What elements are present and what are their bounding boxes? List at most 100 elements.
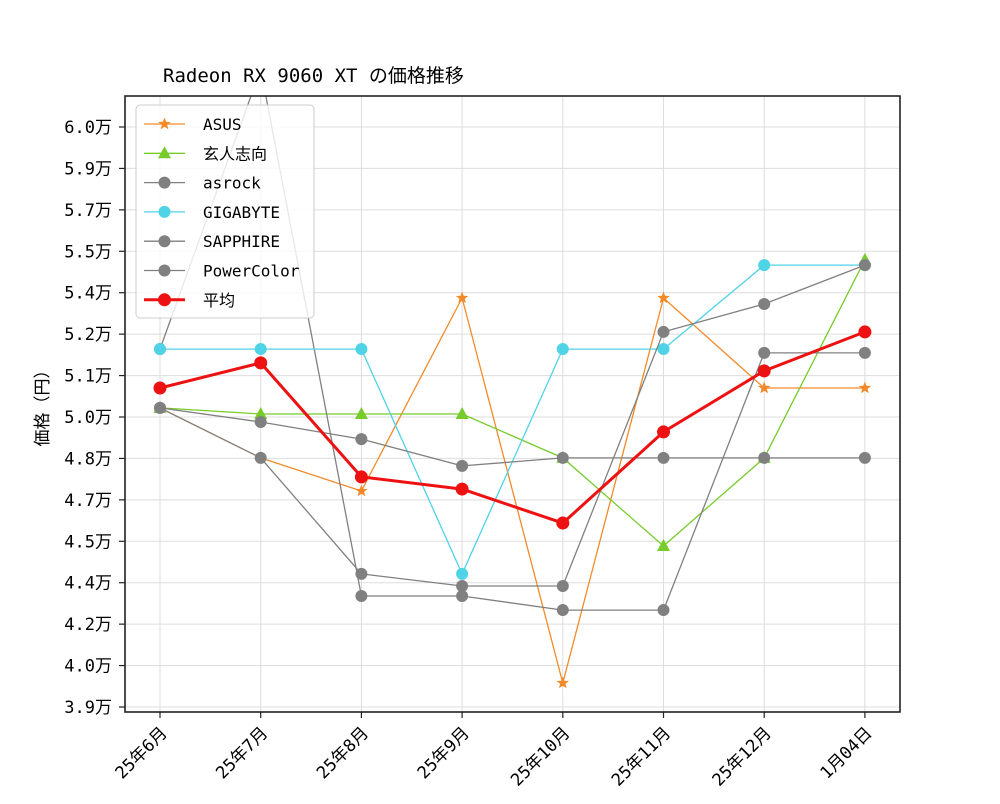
circle-marker-icon bbox=[456, 589, 469, 602]
circle-marker-icon bbox=[254, 451, 267, 464]
x-tick-label: 25年9月 bbox=[414, 723, 474, 783]
y-axis: 3.9万 4.0万 4.2万 4.4万 4.5万 4.7万 4.8万 5.0万 5.1万 5.2万… bbox=[64, 118, 125, 718]
circle-marker-icon bbox=[354, 470, 368, 484]
x-tick-label: 25年10月 bbox=[507, 723, 574, 790]
data-series bbox=[153, 96, 872, 689]
circle-marker-icon bbox=[858, 451, 871, 464]
series-line bbox=[159, 330, 866, 525]
y-tick-label: 4.8万 bbox=[64, 449, 112, 469]
star-marker-icon bbox=[858, 381, 872, 394]
circle-marker-icon bbox=[556, 343, 569, 356]
series-line bbox=[159, 259, 866, 547]
y-tick-label: 4.4万 bbox=[64, 574, 112, 594]
y-tick-label: 5.0万 bbox=[64, 408, 112, 428]
y-axis-label: 価格（円） bbox=[33, 362, 53, 447]
circle-marker-icon bbox=[657, 325, 670, 338]
circle-marker-icon bbox=[158, 264, 171, 277]
y-tick-label: 3.9万 bbox=[64, 698, 112, 718]
circle-marker-icon bbox=[657, 604, 670, 617]
circle-marker-icon bbox=[758, 346, 771, 359]
x-tick-label: 1月04日 bbox=[817, 723, 877, 783]
legend-item: 平均 bbox=[144, 291, 235, 310]
legend-item: 玄人志向 bbox=[144, 144, 267, 163]
legend-label: SAPPHIRE bbox=[203, 232, 280, 251]
circle-marker-icon bbox=[158, 176, 171, 189]
series-5 bbox=[154, 259, 871, 593]
y-tick-label: 5.9万 bbox=[64, 159, 112, 179]
x-tick-label: 25年7月 bbox=[212, 723, 272, 783]
legend-item: GIGABYTE bbox=[144, 203, 280, 222]
x-tick-label: 25年6月 bbox=[112, 723, 172, 783]
circle-marker-icon bbox=[154, 343, 166, 356]
y-tick-label: 4.5万 bbox=[64, 532, 112, 552]
y-tick-label: 5.1万 bbox=[64, 367, 112, 387]
circle-marker-icon bbox=[556, 451, 569, 464]
star-marker-icon bbox=[355, 484, 368, 497]
circle-marker-icon bbox=[858, 325, 872, 339]
x-tick-label: 25年11月 bbox=[608, 723, 675, 790]
circle-marker-icon bbox=[456, 580, 469, 593]
star-marker-icon bbox=[758, 381, 771, 394]
y-tick-label: 4.7万 bbox=[64, 491, 112, 511]
star-marker-icon bbox=[455, 291, 469, 304]
triangle-marker-icon bbox=[158, 146, 171, 159]
circle-marker-icon bbox=[455, 482, 469, 496]
circle-marker-icon bbox=[456, 567, 469, 580]
series-6 bbox=[153, 325, 872, 530]
circle-marker-icon bbox=[254, 343, 267, 356]
y-tick-label: 5.5万 bbox=[64, 242, 112, 262]
circle-marker-icon bbox=[657, 425, 670, 439]
triangle-marker-icon bbox=[254, 406, 268, 419]
legend-label: PowerColor bbox=[203, 262, 300, 281]
legend-item: SAPPHIRE bbox=[144, 232, 280, 251]
series-line bbox=[159, 407, 865, 467]
circle-marker-icon bbox=[556, 580, 569, 593]
triangle-marker-icon bbox=[354, 406, 368, 419]
circle-marker-icon bbox=[158, 205, 171, 218]
legend-box bbox=[135, 104, 315, 319]
circle-marker-icon bbox=[254, 415, 267, 428]
y-tick-label: 5.2万 bbox=[64, 325, 112, 345]
legend-label: 玄人志向 bbox=[203, 144, 267, 163]
x-axis: 25年6月 25年7月 25年8月 25年9月 25年10月 25年11月 25年12月 1月… bbox=[112, 712, 877, 791]
circle-marker-icon bbox=[158, 235, 171, 248]
circle-marker-icon bbox=[153, 381, 167, 395]
star-marker-icon bbox=[158, 117, 171, 130]
triangle-marker-icon bbox=[657, 538, 670, 551]
circle-marker-icon bbox=[657, 451, 670, 464]
triangle-marker-icon bbox=[455, 406, 469, 419]
legend-item: PowerColor bbox=[144, 262, 300, 281]
circle-marker-icon bbox=[355, 589, 368, 602]
circle-marker-icon bbox=[657, 343, 670, 356]
y-tick-label: 6.0万 bbox=[64, 118, 112, 138]
circle-marker-icon bbox=[758, 298, 771, 311]
legend-label: asrock bbox=[203, 174, 261, 193]
plot-frame bbox=[124, 95, 901, 713]
star-marker-icon bbox=[657, 291, 670, 304]
star-marker-icon bbox=[556, 676, 569, 689]
y-tick-label: 5.4万 bbox=[64, 284, 112, 304]
circle-marker-icon bbox=[355, 567, 368, 580]
circle-marker-icon bbox=[556, 516, 570, 530]
legend-item: asrock bbox=[144, 174, 261, 193]
legend-label: GIGABYTE bbox=[203, 203, 280, 222]
x-tick-label: 25年12月 bbox=[709, 723, 776, 790]
circle-marker-icon bbox=[758, 451, 771, 464]
series-line bbox=[159, 297, 865, 684]
circle-marker-icon bbox=[456, 459, 469, 472]
y-tick-label: 5.7万 bbox=[64, 201, 112, 221]
circle-marker-icon bbox=[858, 346, 871, 359]
circle-marker-icon bbox=[254, 356, 268, 370]
circle-marker-icon bbox=[757, 364, 771, 378]
x-tick-label: 25年8月 bbox=[313, 723, 373, 783]
legend-item: ASUS bbox=[144, 115, 242, 134]
circle-marker-icon bbox=[158, 293, 171, 307]
circle-marker-icon bbox=[154, 401, 166, 414]
circle-marker-icon bbox=[858, 259, 871, 272]
legend-label: ASUS bbox=[203, 115, 242, 134]
series-line bbox=[159, 264, 866, 587]
y-tick-label: 4.0万 bbox=[64, 657, 112, 677]
chart-title: Radeon RX 9060 XT の価格推移 bbox=[163, 65, 464, 87]
